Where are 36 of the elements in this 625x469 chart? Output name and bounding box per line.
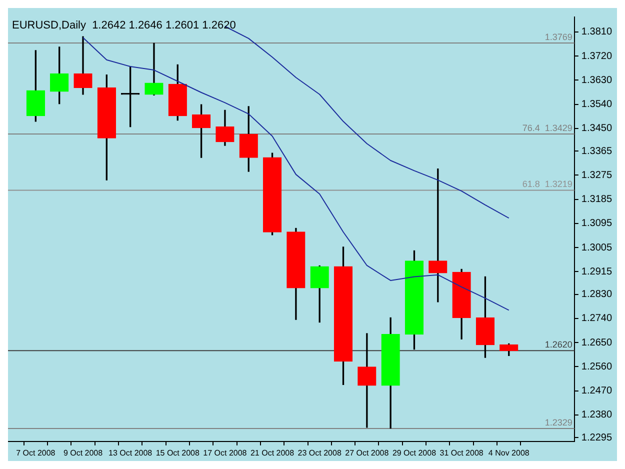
y-tick-label: 1.2295 <box>581 432 612 444</box>
x-tick-label: 27 Oct 2008 <box>345 448 390 458</box>
y-tick-label: 1.3185 <box>581 194 612 206</box>
y-tick-label: 1.2650 <box>581 337 612 348</box>
x-tick-label: 23 Oct 2008 <box>298 448 342 458</box>
y-tick-label: 1.3810 <box>581 26 612 38</box>
ref-line-label: 1.2329 <box>544 418 572 428</box>
ref-line-label: 61.8 1.3219 <box>522 179 572 190</box>
y-tick-label: 1.3365 <box>581 146 612 157</box>
y-tick-label: 1.2560 <box>581 361 612 372</box>
chart-title: EURUSD,Daily 1.2642 1.2646 1.2601 1.2620 <box>12 20 236 32</box>
x-tick-label: 13 Oct 2008 <box>108 448 153 458</box>
x-tick-label: 17 Oct 2008 <box>203 448 248 458</box>
y-tick-label: 1.2830 <box>581 289 612 300</box>
y-tick-label: 1.3095 <box>581 218 612 230</box>
ref-line-label: 1.2620 <box>544 340 572 350</box>
y-tick-label: 1.3630 <box>581 74 612 86</box>
x-tick-label: 29 Oct 2008 <box>392 448 437 458</box>
x-tick-label: 31 Oct 2008 <box>440 448 484 458</box>
y-tick-label: 1.3275 <box>581 170 612 181</box>
y-tick-label: 1.3005 <box>581 242 612 254</box>
x-tick-label: 21 Oct 2008 <box>250 448 295 458</box>
y-tick-label: 1.2915 <box>581 266 612 278</box>
ref-line-label: 1.3769 <box>544 32 572 42</box>
y-tick-label: 1.3540 <box>581 99 612 110</box>
x-tick-label: 9 Oct 2008 <box>63 448 104 458</box>
y-tick-label: 1.2740 <box>581 313 612 324</box>
y-tick-label: 1.2380 <box>581 410 612 421</box>
y-tick-label: 1.2470 <box>581 386 612 397</box>
x-tick-label: 4 Nov 2008 <box>488 448 530 458</box>
y-tick-label: 1.3720 <box>581 50 612 62</box>
x-tick-label: 7 Oct 2008 <box>16 448 56 458</box>
x-tick-label: 15 Oct 2008 <box>156 448 200 458</box>
candlestick <box>144 42 164 96</box>
y-tick-label: 1.3450 <box>581 123 612 134</box>
ref-line-label: 76.4 1.3429 <box>522 122 572 133</box>
